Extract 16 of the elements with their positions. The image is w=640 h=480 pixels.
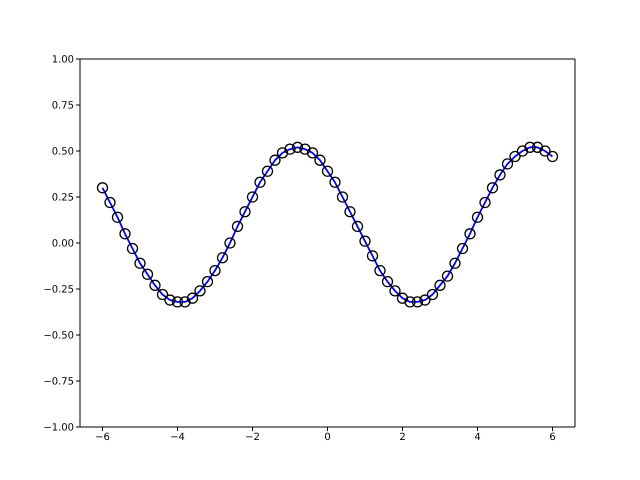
x-tick-label: 2 xyxy=(399,432,406,444)
y-tick-label: 1.00 xyxy=(52,54,74,66)
y-tick-label: −0.50 xyxy=(43,330,74,342)
y-tick-label: −0.75 xyxy=(43,376,74,388)
x-tick-label: 6 xyxy=(549,432,556,444)
x-tick-label: −6 xyxy=(95,432,110,444)
x-tick-label: 4 xyxy=(474,432,481,444)
y-tick-label: 0.75 xyxy=(52,100,74,112)
y-tick-label: 0.50 xyxy=(52,146,74,158)
x-tick-label: −4 xyxy=(170,432,185,444)
y-tick-label: −0.25 xyxy=(43,284,74,296)
x-tick-label: −2 xyxy=(245,432,260,444)
y-tick-label: 0.00 xyxy=(52,238,74,250)
x-tick-label: 0 xyxy=(324,432,331,444)
y-tick-label: 0.25 xyxy=(52,192,74,204)
y-tick-label: −1.00 xyxy=(43,422,74,434)
